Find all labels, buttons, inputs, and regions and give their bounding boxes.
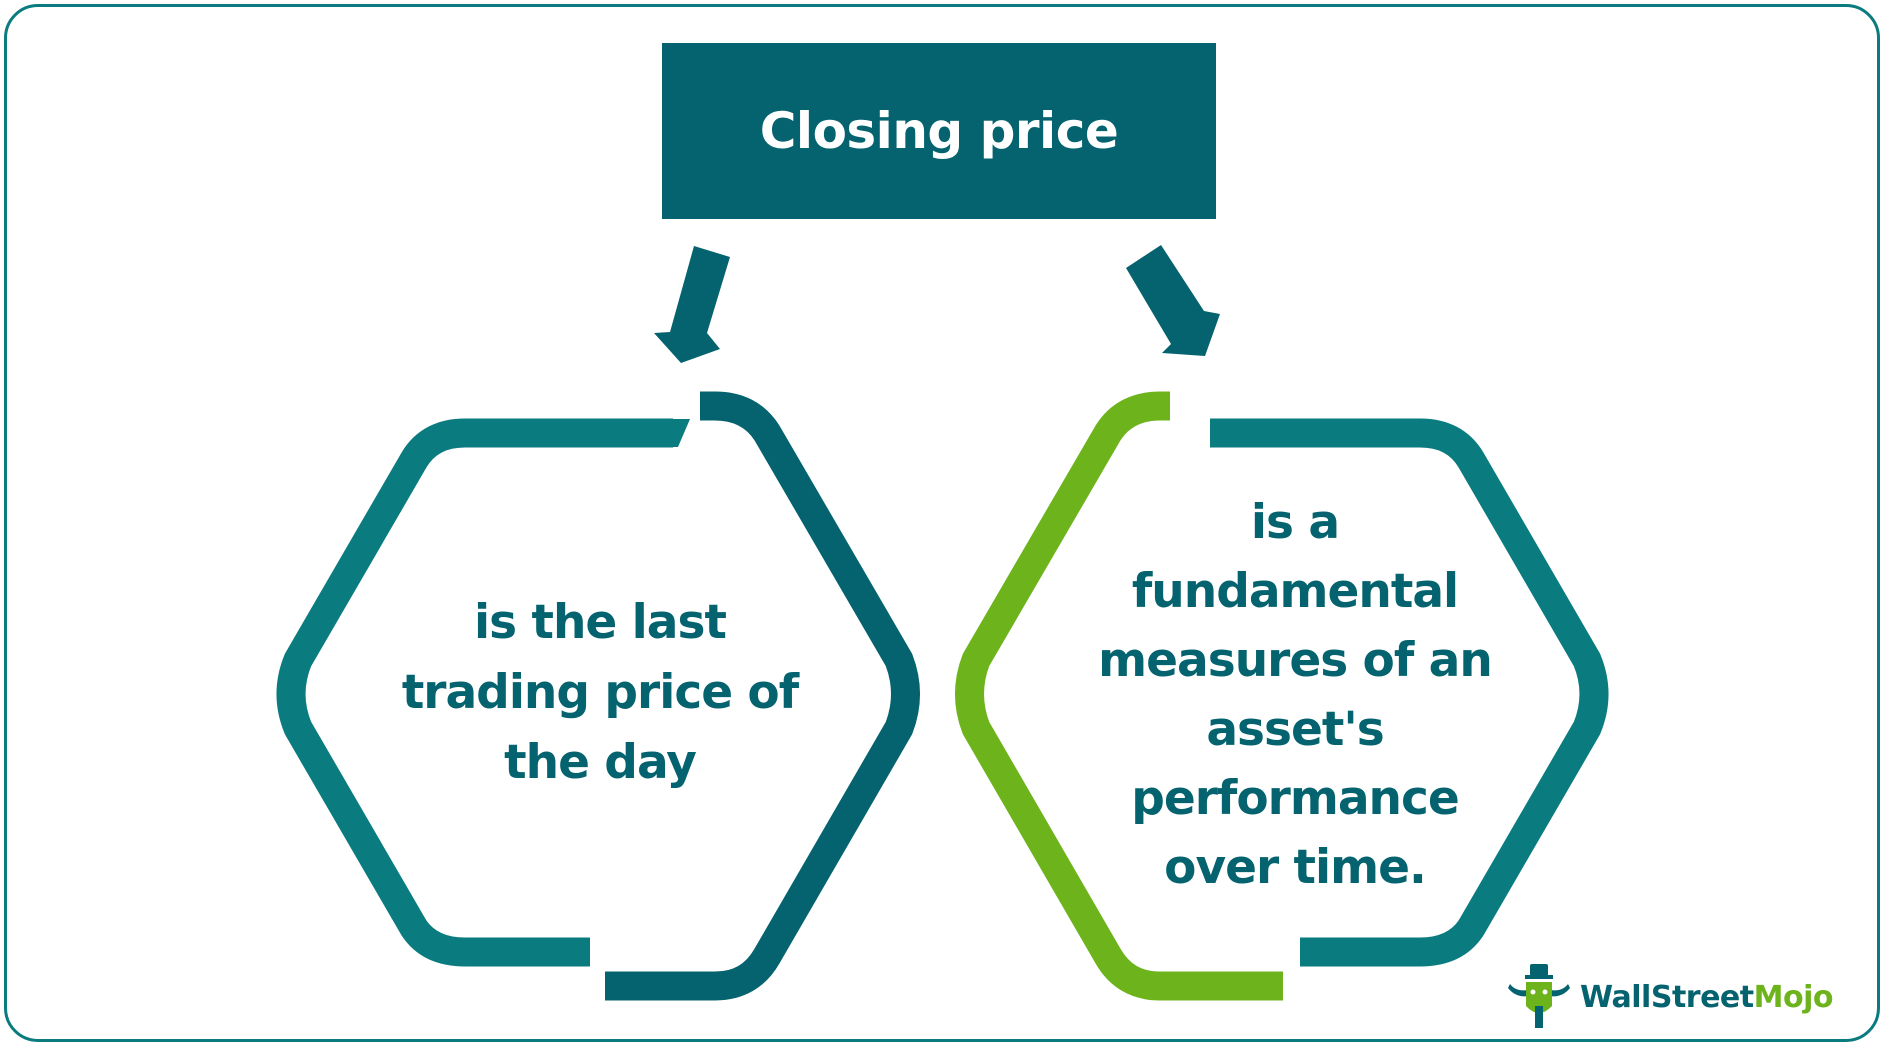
right-hexagon <box>955 391 1609 1001</box>
right-hexagon-left-segment <box>955 391 1283 1001</box>
left-node-line: is the last <box>474 595 727 650</box>
right-arrow <box>1126 245 1220 356</box>
bull-icon <box>1508 964 1570 1028</box>
left-hexagon-right-segment <box>605 391 920 1001</box>
outer-frame <box>4 4 1880 1042</box>
right-node-line: performance <box>1131 771 1460 826</box>
right-node-line: asset's <box>1206 702 1384 757</box>
right-node-line: fundamental <box>1131 564 1459 619</box>
title-text: Closing price <box>759 102 1119 160</box>
left-node-line: the day <box>504 735 697 790</box>
right-node-line: over time. <box>1164 840 1427 895</box>
left-hex-cut-top <box>658 419 690 447</box>
wallstreetmojo-logo: WallStreetMojo <box>1506 962 1833 1032</box>
left-hexagon-top-left-segment <box>276 418 673 967</box>
logo-wordmark-part2: Mojo <box>1753 979 1834 1015</box>
left-node-line: trading price of <box>401 665 799 720</box>
logo-wordmark-part1: WallStreet <box>1580 979 1754 1015</box>
logo-wordmark: WallStreetMojo <box>1580 980 1833 1015</box>
right-node-text: is a fundamental measures of an asset's … <box>1075 488 1515 902</box>
right-node-line: is a <box>1250 495 1340 550</box>
title-box: Closing price <box>662 43 1216 219</box>
left-node-text: is the last trading price of the day <box>385 588 815 798</box>
left-hexagon <box>276 391 920 1001</box>
left-arrow <box>654 246 730 363</box>
right-node-line: measures of an <box>1098 633 1493 688</box>
right-hexagon-right-segment <box>1210 418 1609 967</box>
